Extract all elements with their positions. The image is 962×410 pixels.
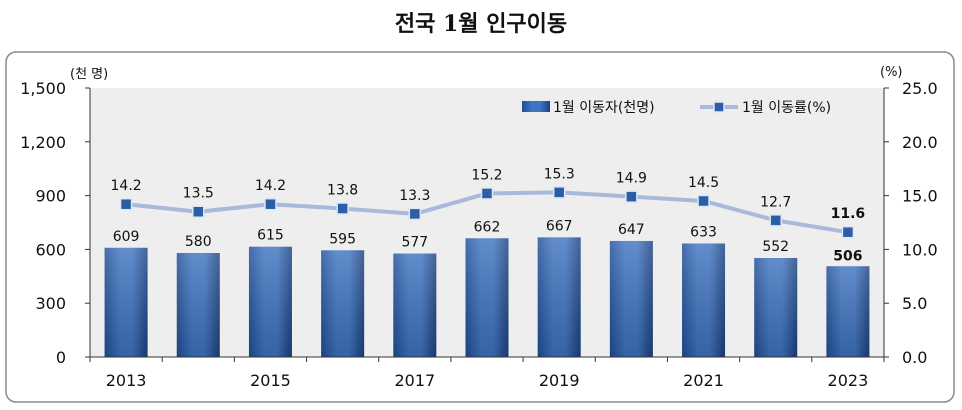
rate-value-label: 13.3 — [399, 188, 430, 204]
bar-shade — [248, 246, 292, 357]
legend-line-label: 1월 이동률(%) — [742, 100, 831, 116]
x-tick-label: 2017 — [394, 371, 435, 390]
bar-value-label: 633 — [690, 224, 717, 240]
bar-shade — [393, 253, 437, 357]
legend-line-marker — [713, 101, 725, 113]
bar-value-label: 580 — [185, 234, 212, 250]
bar-value-label: 662 — [474, 219, 501, 235]
bar-shade — [609, 240, 653, 357]
bar-shade — [682, 243, 726, 357]
left-tick-label: 300 — [35, 294, 66, 313]
bar-shade — [321, 250, 365, 357]
rate-marker — [192, 205, 205, 218]
bar-value-label: 647 — [618, 222, 645, 238]
right-tick-label: 10.0 — [902, 240, 938, 259]
bar-shade — [826, 266, 870, 357]
left-tick-label: 1,500 — [20, 79, 66, 98]
rate-marker — [264, 197, 277, 211]
rate-marker — [625, 190, 638, 203]
rate-value-label: 12.7 — [760, 194, 791, 210]
right-tick-label: 5.0 — [902, 294, 927, 313]
x-tick-label: 2023 — [828, 371, 869, 390]
bar-shade — [537, 237, 581, 357]
left-tick-label: 0 — [56, 348, 66, 367]
bar-value-label: 552 — [762, 239, 789, 255]
rate-marker — [408, 207, 422, 221]
right-tick-label: 25.0 — [902, 79, 938, 98]
rate-marker — [336, 202, 349, 215]
rate-value-label: 15.3 — [544, 166, 575, 182]
rate-value-label: 14.2 — [111, 178, 142, 194]
bar-shade — [176, 252, 220, 357]
right-tick-label: 15.0 — [902, 187, 938, 206]
bar-value-label: 577 — [401, 235, 428, 251]
rate-value-label: 11.6 — [831, 206, 866, 222]
legend-bar-label: 1월 이동자(천명) — [553, 100, 655, 116]
right-axis-unit: (%) — [880, 65, 903, 80]
legend-bar-swatch — [522, 101, 550, 112]
x-tick-label: 2019 — [539, 371, 580, 390]
rate-value-label: 14.5 — [688, 175, 719, 191]
bar-shade — [465, 238, 509, 357]
rate-value-label: 14.9 — [616, 171, 647, 187]
bar-value-label: 667 — [546, 218, 573, 234]
rate-value-label: 13.5 — [183, 186, 214, 202]
bar-value-label: 506 — [833, 248, 862, 264]
bar-shade — [104, 247, 148, 357]
bar-value-label: 615 — [257, 228, 284, 244]
rate-value-label: 13.8 — [327, 183, 358, 199]
left-tick-label: 900 — [35, 187, 66, 206]
rate-marker — [119, 197, 133, 211]
chart-title: 전국 1월 인구이동 — [394, 11, 568, 37]
rate-value-label: 14.2 — [255, 178, 286, 194]
left-axis-unit: (천 명) — [70, 67, 108, 82]
rate-marker — [697, 194, 710, 208]
bar-value-label: 609 — [113, 229, 140, 245]
rate-value-label: 15.2 — [471, 167, 502, 183]
rate-marker — [769, 214, 782, 227]
left-tick-label: 600 — [35, 240, 66, 259]
bar-value-label: 595 — [329, 231, 356, 247]
x-tick-label: 2021 — [683, 371, 724, 390]
rate-marker — [480, 187, 494, 200]
rate-marker — [552, 186, 566, 199]
x-tick-label: 2015 — [250, 371, 291, 390]
x-tick-label: 2013 — [106, 371, 147, 390]
left-tick-label: 1,200 — [20, 133, 66, 152]
rate-marker — [841, 225, 855, 239]
right-tick-label: 20.0 — [902, 133, 938, 152]
bar-shade — [754, 258, 798, 357]
right-tick-label: 0.0 — [902, 348, 927, 367]
